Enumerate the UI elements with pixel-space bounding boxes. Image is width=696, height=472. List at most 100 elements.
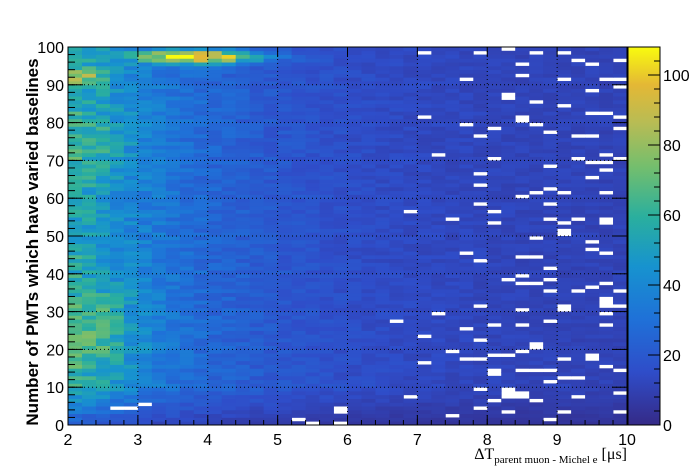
heatmap-cell	[95, 349, 111, 354]
heatmap-cell	[123, 171, 139, 176]
heatmap-cell	[361, 73, 376, 78]
heatmap-cell	[68, 270, 83, 275]
heatmap-cell	[319, 88, 334, 93]
heatmap-cell	[557, 345, 572, 350]
heatmap-cell	[81, 88, 97, 93]
heatmap-cell	[123, 183, 139, 188]
heatmap-cell	[193, 296, 209, 301]
heatmap-cell	[347, 217, 362, 222]
heatmap-cell	[543, 190, 558, 195]
heatmap-cell	[361, 137, 376, 142]
heatmap-cell	[529, 372, 544, 377]
heatmap-cell	[403, 349, 418, 354]
heatmap-cell	[473, 228, 488, 233]
heatmap-cell	[557, 126, 572, 131]
heatmap-cell	[543, 349, 558, 354]
heatmap-cell	[403, 77, 418, 82]
heatmap-cell	[319, 406, 334, 411]
heatmap-cell	[319, 175, 334, 180]
heatmap-cell	[221, 130, 237, 135]
heatmap-cell	[319, 50, 334, 55]
heatmap-cell	[361, 213, 376, 218]
heatmap-cell	[431, 390, 446, 396]
heatmap-cell	[487, 285, 502, 290]
heatmap-cell	[417, 171, 432, 176]
heatmap-cell	[305, 330, 320, 335]
heatmap-cell	[263, 341, 279, 347]
heatmap-cell	[473, 152, 488, 158]
heatmap-cell	[165, 281, 181, 286]
heatmap-cell	[361, 379, 376, 384]
heatmap-cell	[179, 304, 195, 309]
heatmap-cell	[403, 232, 418, 237]
heatmap-cell	[487, 92, 502, 97]
heatmap-cell	[291, 311, 306, 316]
heatmap-cell	[235, 288, 251, 294]
heatmap-cell	[557, 84, 572, 89]
heatmap-cell	[417, 251, 432, 256]
heatmap-cell	[431, 69, 446, 74]
heatmap-cell	[291, 232, 306, 237]
heatmap-cell	[389, 338, 404, 343]
heatmap-cell	[445, 50, 460, 55]
heatmap-cell	[557, 262, 572, 267]
heatmap-cell	[375, 115, 390, 120]
heatmap-cell	[557, 205, 572, 210]
heatmap-cell	[599, 141, 614, 146]
heatmap-cell	[473, 239, 488, 244]
heatmap-cell	[585, 398, 600, 403]
heatmap-cell	[81, 288, 97, 294]
heatmap-cell	[263, 183, 279, 188]
heatmap-cell	[207, 92, 223, 97]
heatmap-cell	[333, 326, 348, 331]
heatmap-cell	[571, 258, 586, 263]
heatmap-cell	[515, 160, 530, 165]
heatmap-cell	[557, 236, 572, 241]
heatmap-cell	[137, 232, 153, 237]
heatmap-cell	[459, 285, 474, 290]
heatmap-cell	[585, 84, 600, 89]
heatmap-cell	[361, 304, 376, 309]
heatmap-cell	[109, 213, 125, 218]
heatmap-cell	[179, 345, 195, 350]
heatmap-cell	[165, 372, 181, 377]
heatmap-cell	[487, 69, 502, 74]
heatmap-cell	[473, 58, 488, 63]
heatmap-cell	[459, 353, 474, 358]
heatmap-cell	[347, 356, 362, 362]
heatmap-cell	[207, 58, 223, 63]
heatmap-cell	[501, 81, 516, 86]
heatmap-cell	[123, 368, 139, 373]
heatmap-cell	[151, 228, 167, 233]
heatmap-cell	[529, 232, 544, 237]
heatmap-cell	[445, 285, 460, 290]
heatmap-cell	[599, 232, 614, 237]
heatmap-cell	[347, 167, 362, 173]
x-axis-title-subscript: parent muon - Michel e	[494, 454, 597, 466]
heatmap-cell	[165, 273, 181, 278]
heatmap-cell	[305, 145, 320, 150]
heatmap-cell	[151, 220, 167, 226]
heatmap-cell	[417, 285, 432, 290]
heatmap-cell	[389, 122, 404, 127]
heatmap-cell	[529, 103, 544, 108]
heatmap-cell	[529, 262, 544, 267]
heatmap-cell	[179, 88, 195, 93]
heatmap-cell	[361, 364, 376, 369]
heatmap-cell	[235, 251, 251, 256]
heatmap-cell	[207, 417, 223, 422]
heatmap-cell	[529, 175, 544, 180]
heatmap-cell	[487, 300, 502, 305]
heatmap-cell	[305, 258, 320, 263]
heatmap-cell	[333, 413, 348, 418]
heatmap-cell	[585, 118, 600, 123]
heatmap-cell	[613, 213, 628, 218]
heatmap-cell	[109, 262, 125, 267]
heatmap-cell	[179, 296, 195, 301]
heatmap-cell	[417, 236, 432, 241]
heatmap-cell	[81, 341, 97, 347]
heatmap-cell	[529, 270, 544, 275]
heatmap-cell	[68, 330, 83, 335]
heatmap-cell	[459, 133, 474, 139]
heatmap-cell	[487, 81, 502, 86]
